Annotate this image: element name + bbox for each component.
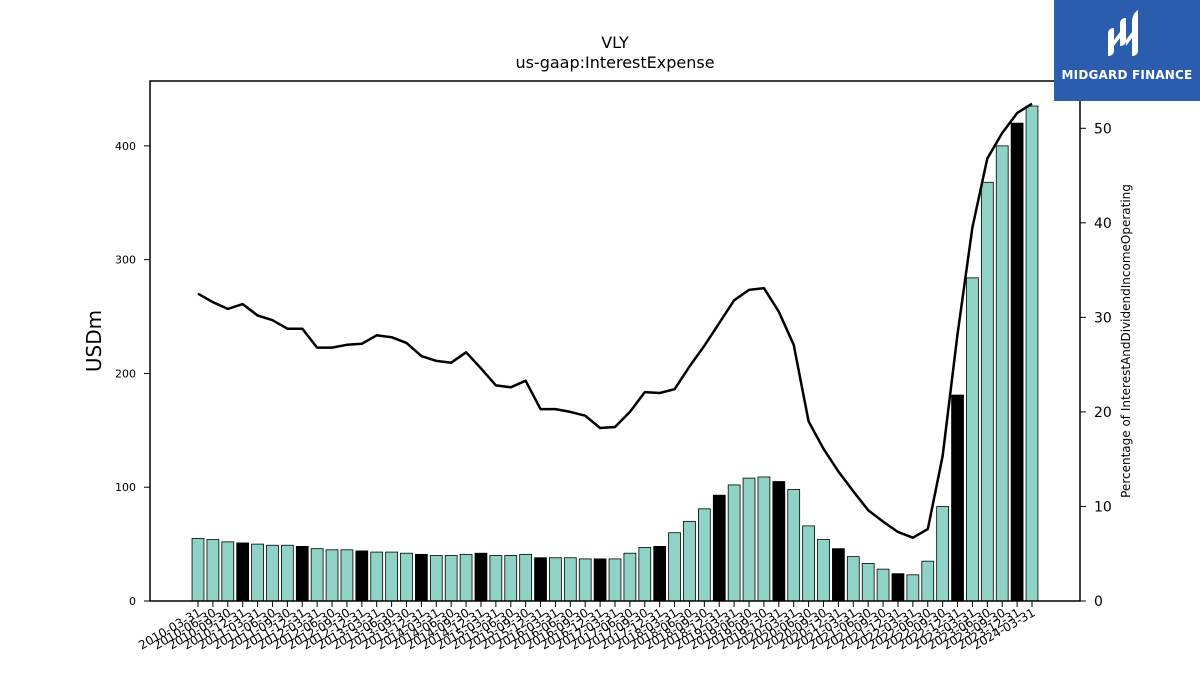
bar-2017-06-30: [623, 552, 637, 602]
bar-2010-03-31: [191, 538, 205, 602]
bar-2012-12-31: [355, 550, 369, 602]
bar-2012-09-30: [340, 549, 354, 602]
y2-tick-label: 30: [1094, 310, 1112, 326]
bar-2012-06-30: [325, 549, 339, 602]
bar-2021-03-31: [846, 556, 860, 602]
y2-tick-label: 0: [1094, 594, 1103, 610]
bar-2014-09-30: [459, 553, 473, 602]
bar-2018-12-31: [712, 494, 726, 602]
bar-2020-12-31: [832, 548, 845, 602]
bar-2023-12-31: [1010, 122, 1024, 602]
chart-subtitle: us-gaap:InterestExpense: [515, 53, 714, 72]
y2-tick-label: 10: [1094, 499, 1112, 515]
bar-2013-09-30: [400, 552, 413, 602]
left-axis-ticks: 0 100 200 300 400: [115, 140, 150, 608]
y-tick-label: 100: [115, 481, 136, 494]
y-tick-label: 400: [115, 140, 136, 153]
bar-2013-06-30: [385, 551, 398, 602]
chart-title: VLY: [601, 33, 629, 52]
bar-2019-12-31: [772, 481, 786, 602]
bar-2019-03-31: [727, 484, 741, 602]
y2-tick-label: 50: [1094, 121, 1112, 137]
bar-2021-06-30: [861, 563, 875, 602]
bar-2011-03-31: [251, 543, 264, 602]
bar-2020-09-30: [817, 539, 830, 602]
bar-2014-06-30: [444, 555, 458, 602]
bar-2016-06-30: [563, 557, 577, 602]
bar-2013-03-31: [370, 551, 384, 602]
bar-2010-06-30: [206, 539, 220, 602]
bar-2024-03-31: [1025, 105, 1039, 602]
bar-2022-06-30: [921, 560, 935, 602]
bar-2019-06-30: [742, 477, 756, 602]
ratio-line: [197, 102, 1033, 539]
bar-2017-12-31: [653, 545, 667, 602]
bar-2014-12-31: [474, 552, 488, 602]
bar-2020-03-31: [787, 489, 801, 602]
bar-2022-12-31: [951, 394, 964, 602]
y2-tick-label: 20: [1094, 405, 1112, 421]
y2-axis-label: Percentage of InterestAndDividendIncomeO…: [1119, 184, 1133, 498]
bar-2023-03-31: [966, 277, 979, 602]
bar-2017-09-30: [638, 547, 652, 602]
y2-tick-label: 40: [1094, 216, 1112, 232]
x-axis-ticks: 2010-03-312010-06-302010-09-302010-12-31…: [136, 601, 1038, 652]
bar-2015-03-31: [489, 555, 503, 602]
bar-2015-09-30: [519, 553, 533, 602]
midgard-finance-logo: MIDGARD FINANCE: [1054, 0, 1200, 101]
bar-2022-03-31: [906, 574, 920, 602]
y-tick-label: 300: [115, 254, 136, 267]
bar-2021-12-31: [891, 573, 905, 602]
bar-2018-06-30: [683, 520, 696, 602]
logo-text: MIDGARD FINANCE: [1061, 68, 1193, 82]
bar-2016-12-31: [593, 558, 607, 602]
bar-2022-09-30: [936, 506, 950, 602]
bar-2011-06-30: [266, 544, 279, 602]
right-axis-ticks: 0 10 20 30 40 50: [1080, 121, 1112, 610]
midgard-logo-icon: [1108, 10, 1138, 56]
bar-series: [191, 105, 1039, 602]
bar-2012-03-31: [310, 548, 324, 602]
bar-2020-06-30: [802, 525, 815, 602]
bar-2010-09-30: [221, 541, 235, 602]
bar-2011-12-31: [295, 545, 309, 602]
y-tick-label: 0: [129, 595, 136, 608]
y-tick-label: 200: [115, 367, 136, 380]
bar-2021-09-30: [876, 568, 890, 602]
bar-2015-12-31: [534, 557, 547, 602]
bar-2010-12-31: [236, 542, 250, 602]
bar-2011-09-30: [280, 544, 294, 602]
bar-2013-12-31: [415, 553, 428, 602]
bar-2018-03-31: [668, 532, 681, 602]
bar-2018-09-30: [698, 508, 711, 602]
y-axis-label: USDm: [82, 310, 106, 372]
bar-2015-06-30: [504, 555, 518, 602]
bar-2023-09-30: [995, 145, 1009, 602]
bar-2016-09-30: [578, 558, 592, 602]
bar-2023-06-30: [980, 181, 994, 602]
bar-2016-03-31: [549, 557, 562, 602]
bar-2017-03-31: [608, 558, 622, 602]
bar-2019-09-30: [757, 476, 771, 602]
bar-2014-03-31: [429, 555, 443, 602]
